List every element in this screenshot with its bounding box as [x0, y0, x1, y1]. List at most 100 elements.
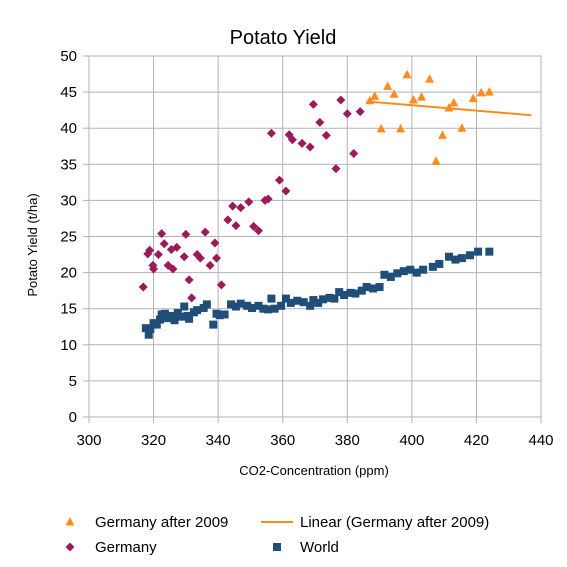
x-tick-label: 420	[464, 432, 489, 449]
data-point	[259, 304, 268, 313]
data-point	[435, 259, 444, 268]
data-point	[305, 142, 315, 152]
legend-item: Germany	[65, 539, 157, 556]
data-point	[267, 294, 276, 303]
data-point	[465, 251, 474, 260]
data-point	[231, 302, 240, 311]
data-point	[412, 268, 421, 277]
data-point	[168, 264, 178, 274]
data-point	[249, 221, 259, 231]
data-point	[145, 245, 155, 255]
data-point	[138, 282, 148, 292]
x-axis-ticks: 300 320 340 360 380 400 420 440	[76, 417, 554, 449]
data-point	[346, 288, 355, 297]
y-tick-label: 25	[60, 229, 77, 246]
series-world	[141, 247, 494, 339]
data-point	[167, 311, 176, 320]
data-point	[231, 221, 241, 231]
data-point	[200, 227, 210, 237]
data-point	[355, 107, 365, 117]
data-point	[202, 300, 211, 309]
data-point	[349, 148, 359, 158]
y-tick-label: 30	[60, 192, 77, 209]
legend-label: Germany	[95, 539, 157, 556]
y-tick-label: 45	[60, 84, 77, 101]
data-point	[181, 229, 191, 239]
data-point	[485, 247, 494, 256]
data-point	[215, 311, 224, 320]
data-point	[141, 324, 150, 333]
legend: Germany after 2009 Linear (Germany after …	[65, 514, 489, 556]
data-point	[380, 270, 389, 279]
data-point	[314, 298, 323, 307]
data-point	[228, 201, 238, 211]
x-tick-label: 360	[270, 432, 295, 449]
data-series	[138, 69, 494, 339]
data-point	[149, 264, 159, 274]
data-point	[431, 156, 441, 165]
data-point	[236, 203, 246, 213]
trendline	[366, 100, 532, 117]
data-point	[263, 194, 273, 204]
data-point	[248, 303, 257, 312]
legend-item: Germany after 2009	[65, 514, 228, 531]
data-point	[266, 128, 276, 138]
legend-label: World	[300, 539, 339, 556]
data-point	[389, 89, 399, 98]
data-point	[179, 252, 189, 262]
data-point	[277, 301, 286, 310]
data-point	[386, 272, 395, 281]
data-point	[172, 242, 182, 252]
data-point	[457, 123, 467, 132]
y-tick-label: 10	[60, 337, 77, 354]
data-point	[425, 74, 435, 83]
data-point	[227, 300, 236, 309]
data-point	[159, 239, 169, 249]
data-point	[254, 301, 263, 310]
data-point	[195, 253, 205, 263]
legend-label: Linear (Germany after 2009)	[300, 514, 489, 531]
data-point	[270, 304, 279, 313]
data-point	[160, 309, 169, 318]
data-point	[399, 267, 408, 276]
data-point	[306, 301, 315, 310]
data-point	[315, 117, 325, 127]
data-point	[408, 95, 418, 104]
y-tick-label: 40	[60, 120, 77, 137]
data-point	[369, 284, 378, 293]
data-point	[375, 283, 384, 292]
data-point	[321, 130, 331, 140]
data-point	[342, 109, 352, 119]
legend-label: Germany after 2009	[95, 514, 228, 531]
data-point	[484, 87, 494, 96]
data-point	[281, 294, 290, 303]
chart-title: Potato Yield	[230, 27, 337, 49]
data-point	[223, 215, 233, 225]
x-tick-label: 340	[206, 432, 231, 449]
data-point	[236, 299, 245, 308]
data-point	[297, 138, 307, 148]
data-point	[402, 69, 412, 79]
data-point	[244, 197, 254, 207]
data-point	[351, 289, 360, 298]
data-point	[299, 298, 308, 307]
legend-item: Linear (Germany after 2009)	[261, 514, 489, 531]
data-point	[274, 175, 284, 185]
data-point	[210, 238, 220, 248]
data-point	[287, 135, 297, 145]
data-point	[157, 229, 167, 239]
data-point	[330, 294, 339, 303]
data-point	[152, 320, 161, 329]
data-point	[187, 293, 197, 303]
data-point	[357, 286, 366, 295]
data-point	[468, 93, 478, 103]
data-point	[406, 265, 415, 274]
y-tick-label: 5	[69, 373, 77, 390]
data-point	[243, 301, 252, 310]
x-tick-label: 300	[76, 432, 101, 449]
data-point	[309, 296, 318, 305]
data-point	[457, 254, 466, 263]
data-point	[216, 280, 226, 290]
data-point	[476, 87, 486, 97]
